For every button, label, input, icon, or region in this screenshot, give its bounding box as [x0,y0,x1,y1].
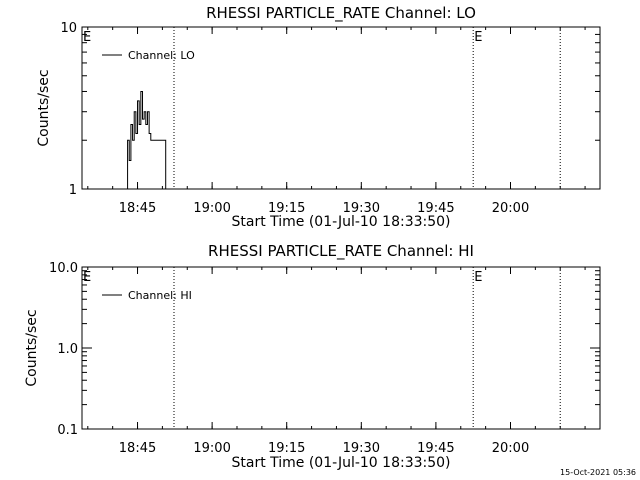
panel1-left-marker-label: E [83,30,91,45]
panel2-marker-label: E [474,270,482,285]
panel1-series-line [125,90,167,190]
panel2-x-axis-label: Start Time (01-Jul-10 18:33:50) [231,455,450,471]
panel2-y-tick-label: 0.1 [57,423,78,438]
panel2-y-axis-label: Counts/sec [24,309,40,386]
panel2-x-tick-label: 19:30 [343,441,380,456]
panel2-title: RHESSI PARTICLE_RATE Channel: HI [208,242,474,261]
panel1-x-tick-label: 20:00 [492,201,529,216]
panel1-x-tick-label: 19:30 [343,201,380,216]
panel2-x-tick-label: 18:45 [119,441,156,456]
timestamp-footer: 15-Oct-2021 05:36 [560,468,636,477]
panel2-left-marker-label: E [83,270,91,285]
panel1-y-axis-label: Counts/sec [36,69,52,146]
panel1-legend-label: Channel: LO [128,49,195,62]
panel1-x-tick-label: 18:45 [119,201,156,216]
panel1-x-axis-label: Start Time (01-Jul-10 18:33:50) [231,214,450,230]
panel2-legend-label: Channel: HI [128,289,192,302]
panel1-x-tick-label: 19:45 [417,201,454,216]
panel2-x-tick-label: 20:00 [492,441,529,456]
panel1-plot-frame [81,26,601,190]
panel2-y-tick-label: 1.0 [57,342,78,357]
panel1-x-tick-label: 19:00 [193,201,230,216]
panel2-x-tick-label: 19:15 [268,441,305,456]
panel2-x-tick-label: 19:45 [417,441,454,456]
panel1-x-tick-label: 19:15 [268,201,305,216]
panel2-x-tick-label: 19:00 [193,441,230,456]
panel1-marker-label: E [474,30,482,45]
panel2-y-tick-label: 10.0 [49,261,78,276]
panel1-title: RHESSI PARTICLE_RATE Channel: LO [206,4,476,23]
panel1-y-tick-label: 1 [69,183,77,198]
panel1-y-tick-label: 10 [60,21,77,36]
